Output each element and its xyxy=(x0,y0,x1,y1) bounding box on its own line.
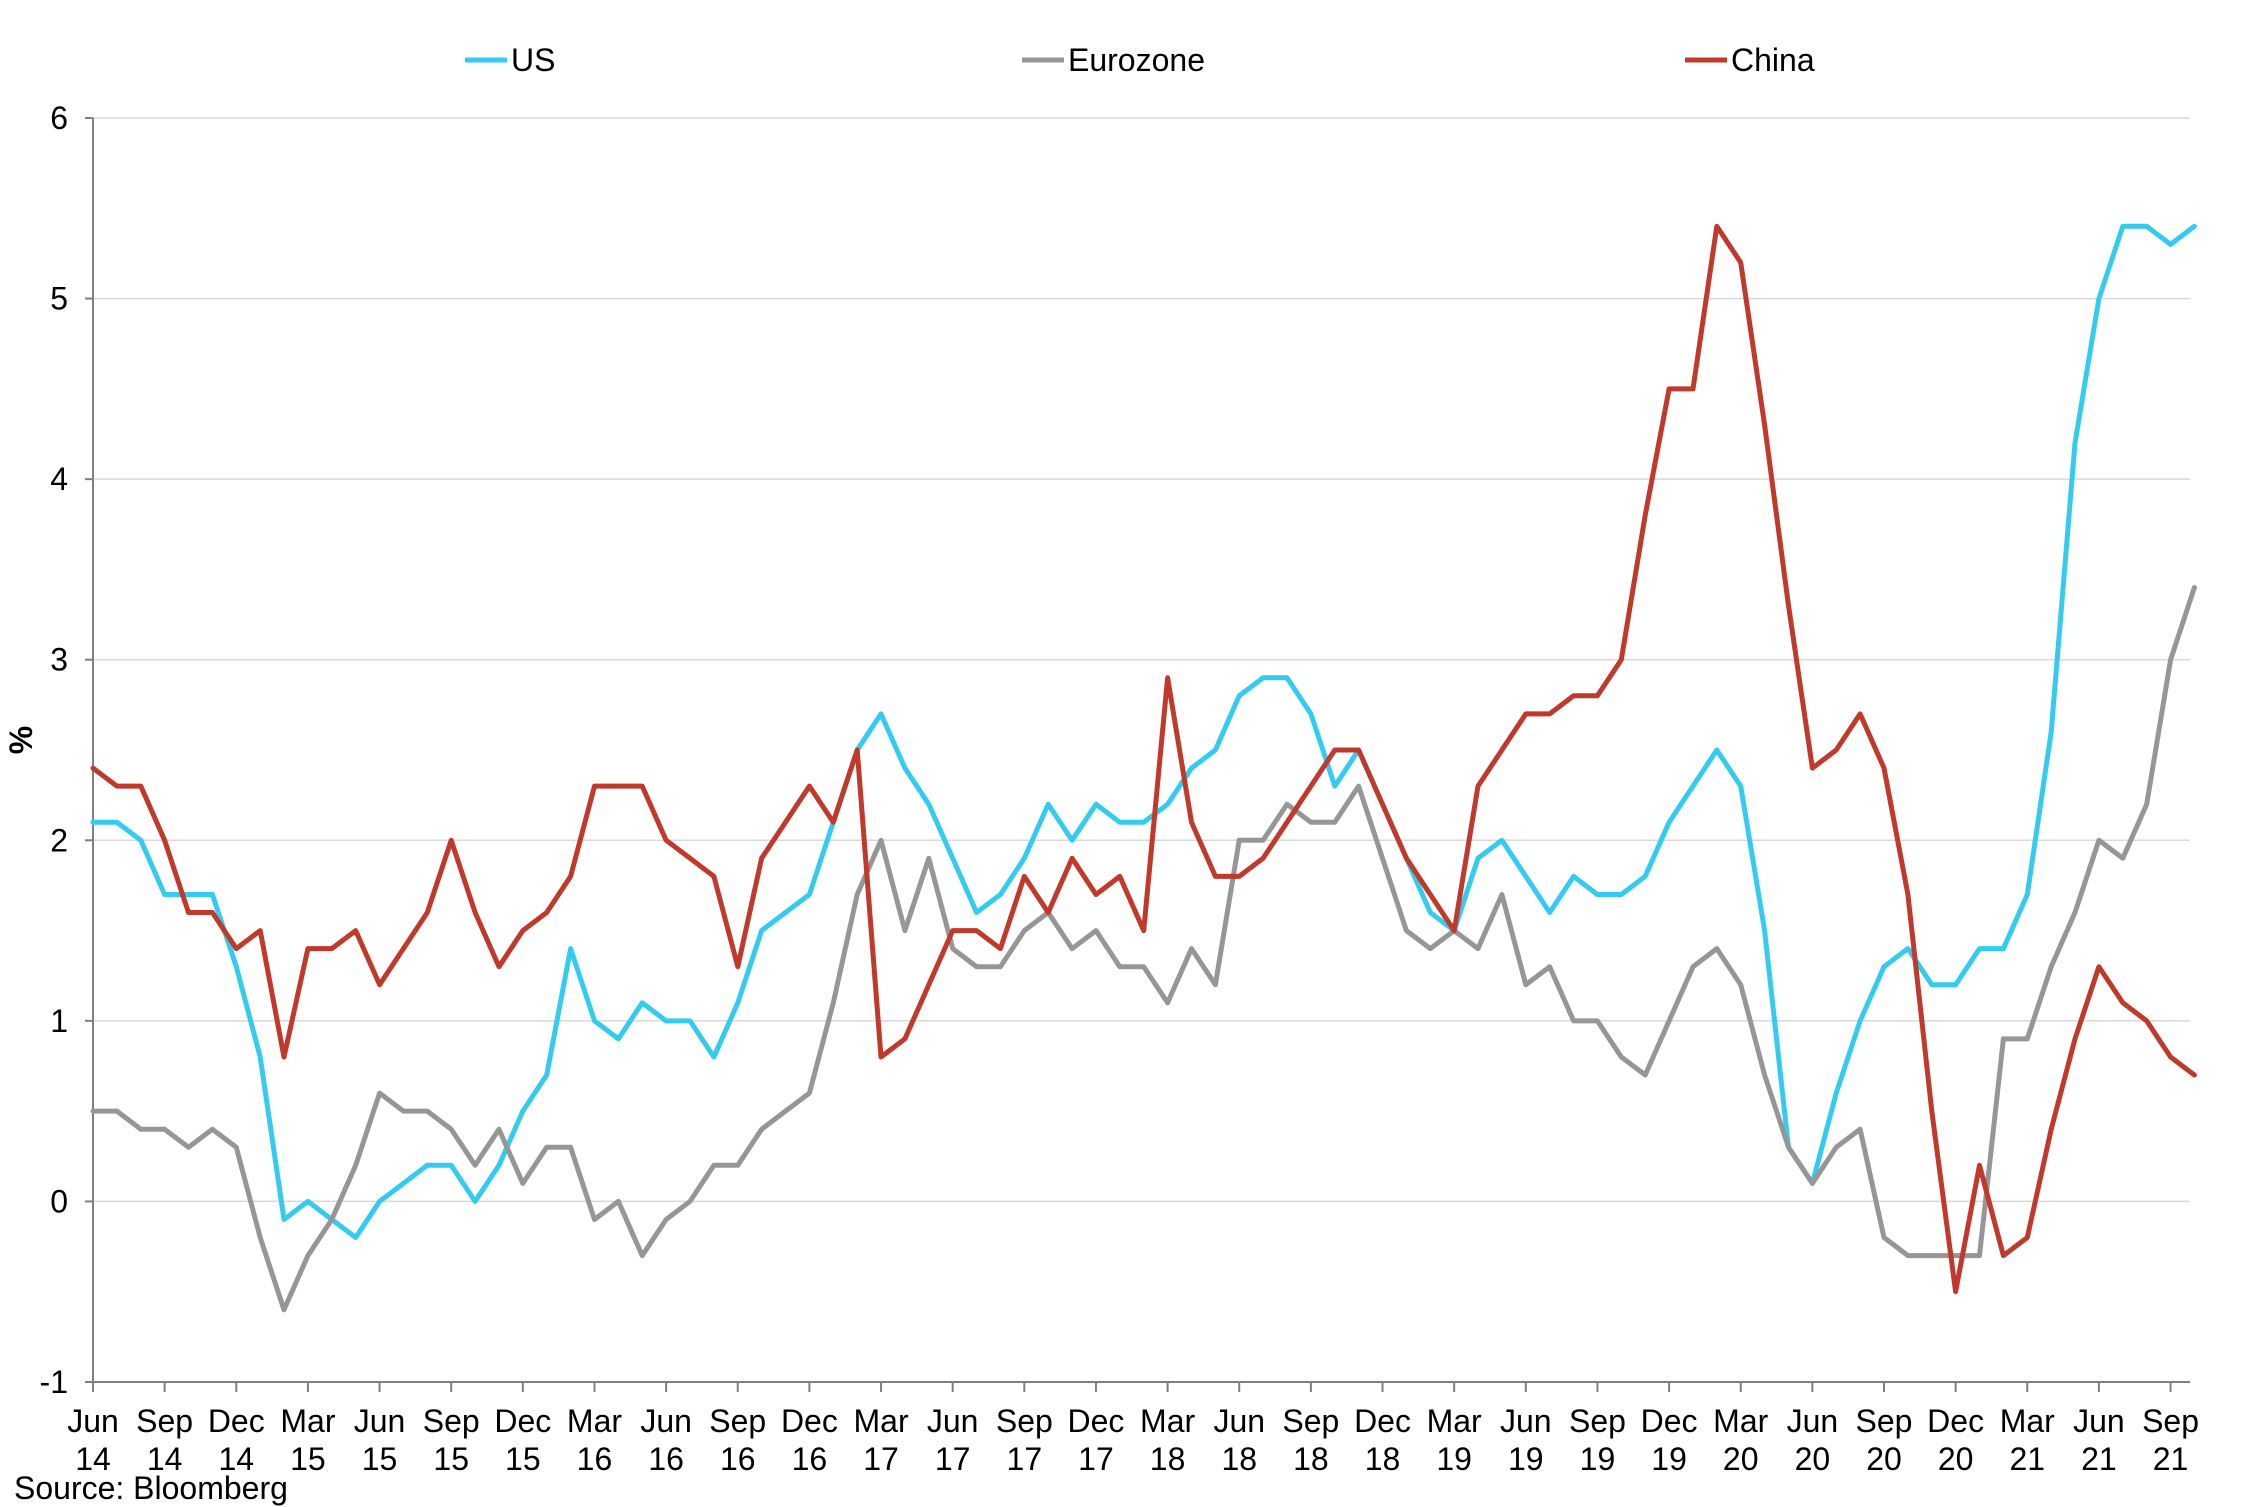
y-tick-label: 3 xyxy=(50,642,68,678)
x-tick-label-year: 21 xyxy=(2153,1441,2189,1477)
x-tick-label-month: Jun xyxy=(640,1403,692,1439)
x-tick-label-month: Sep xyxy=(1569,1403,1626,1439)
y-tick-label: 1 xyxy=(50,1003,68,1039)
gridlines xyxy=(93,117,2190,1383)
x-tick-label-month: Dec xyxy=(781,1403,838,1439)
y-tick-label: 5 xyxy=(50,281,68,317)
x-tick-label-month: Dec xyxy=(1354,1403,1411,1439)
x-tick-label-year: 19 xyxy=(1580,1441,1616,1477)
series-line-eurozone xyxy=(90,585,2197,1313)
x-tick-label-month: Jun xyxy=(2073,1403,2125,1439)
x-tick-label-year: 16 xyxy=(792,1441,828,1477)
x-tick-label-year: 19 xyxy=(1508,1441,1544,1477)
x-tick-label-year: 19 xyxy=(1651,1441,1687,1477)
x-tick-label-month: Sep xyxy=(996,1403,1053,1439)
x-tick-label-year: 18 xyxy=(1365,1441,1401,1477)
x-tick-label-year: 18 xyxy=(1150,1441,1186,1477)
x-tick-label-year: 17 xyxy=(1007,1441,1043,1477)
x-tick-label-year: 20 xyxy=(1866,1441,1902,1477)
x-tick-label-year: 15 xyxy=(290,1441,326,1477)
x-tick-label-year: 18 xyxy=(1293,1441,1329,1477)
x-axis-tick-labels: Jun14Sep14Dec14Mar15Jun15Sep15Dec15Mar16… xyxy=(67,1403,2199,1477)
x-tick-label-month: Sep xyxy=(136,1403,193,1439)
x-tick-label-month: Mar xyxy=(853,1403,908,1439)
y-tick-label: 2 xyxy=(50,822,68,858)
x-tick-label-month: Jun xyxy=(354,1403,406,1439)
x-tick-label-year: 16 xyxy=(577,1441,613,1477)
x-tick-label-month: Dec xyxy=(208,1403,265,1439)
x-tick-label-month: Jun xyxy=(67,1403,119,1439)
legend-label-us: US xyxy=(511,42,555,78)
x-tick-label-month: Sep xyxy=(2142,1403,2199,1439)
source-note: Source: Bloomberg xyxy=(14,1470,288,1506)
x-tick-label-month: Mar xyxy=(1140,1403,1195,1439)
x-tick-label-month: Mar xyxy=(567,1403,622,1439)
x-tick-label-month: Mar xyxy=(2000,1403,2055,1439)
x-tick-label-month: Dec xyxy=(1927,1403,1984,1439)
x-tick-label-month: Mar xyxy=(1713,1403,1768,1439)
x-tick-label-month: Sep xyxy=(709,1403,766,1439)
x-tick-label-year: 19 xyxy=(1436,1441,1472,1477)
x-tick-label-month: Jun xyxy=(1500,1403,1552,1439)
x-tick-label-month: Sep xyxy=(423,1403,480,1439)
x-tick-label-month: Jun xyxy=(927,1403,979,1439)
y-tick-label: 0 xyxy=(50,1183,68,1219)
x-tick-label-year: 16 xyxy=(648,1441,684,1477)
x-tick-label-month: Dec xyxy=(1068,1403,1125,1439)
y-tick-label: -1 xyxy=(40,1364,68,1400)
x-tick-label-year: 15 xyxy=(433,1441,469,1477)
x-tick-label-year: 15 xyxy=(362,1441,398,1477)
x-tick-label-year: 20 xyxy=(1938,1441,1974,1477)
x-tick-label-year: 18 xyxy=(1221,1441,1257,1477)
x-tick-label-year: 14 xyxy=(75,1441,111,1477)
x-tick-label-month: Mar xyxy=(280,1403,335,1439)
y-tick-label: 6 xyxy=(50,100,68,136)
series-lines xyxy=(90,223,2197,1313)
x-tick-label-year: 21 xyxy=(2081,1441,2117,1477)
x-tick-label-month: Jun xyxy=(1213,1403,1265,1439)
x-tick-label-year: 21 xyxy=(2009,1441,2045,1477)
x-tick-label-year: 16 xyxy=(720,1441,756,1477)
x-tick-label-year: 14 xyxy=(218,1441,254,1477)
x-tick-label-year: 17 xyxy=(935,1441,971,1477)
x-tick-label-month: Sep xyxy=(1856,1403,1913,1439)
y-tick-label: 4 xyxy=(50,461,68,497)
x-tick-label-month: Sep xyxy=(1282,1403,1339,1439)
series-line-us xyxy=(90,223,2197,1240)
legend-label-eurozone: Eurozone xyxy=(1068,42,1205,78)
legend: US Eurozone China xyxy=(465,42,1815,78)
series-line-china xyxy=(90,223,2197,1295)
y-axis-tick-labels: -1 0 1 2 3 4 5 6 xyxy=(40,100,68,1400)
x-tick-label-year: 17 xyxy=(1078,1441,1114,1477)
x-tick-label-month: Mar xyxy=(1427,1403,1482,1439)
x-tick-label-year: 20 xyxy=(1795,1441,1831,1477)
legend-label-china: China xyxy=(1731,42,1815,78)
x-tick-label-month: Dec xyxy=(494,1403,551,1439)
axes xyxy=(85,117,2190,1392)
x-tick-label-year: 20 xyxy=(1723,1441,1759,1477)
x-tick-label-month: Dec xyxy=(1641,1403,1698,1439)
x-tick-label-year: 17 xyxy=(863,1441,899,1477)
x-tick-label-year: 15 xyxy=(505,1441,541,1477)
x-tick-label-month: Jun xyxy=(1787,1403,1839,1439)
y-axis-label: % xyxy=(3,726,39,754)
x-tick-label-year: 14 xyxy=(147,1441,183,1477)
